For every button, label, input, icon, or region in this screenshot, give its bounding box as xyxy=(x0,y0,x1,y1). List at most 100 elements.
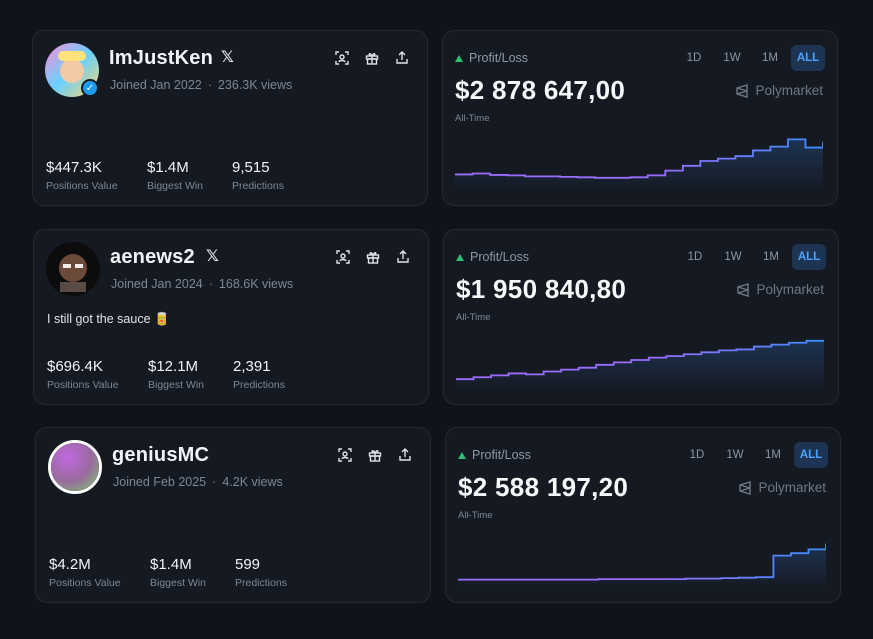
share-icon[interactable] xyxy=(393,49,411,67)
stat-value: $4.2M xyxy=(49,556,91,573)
stat-value: 2,391 xyxy=(233,358,271,375)
username: geniusMC xyxy=(112,444,210,466)
pnl-header: Profit/Loss xyxy=(458,448,531,462)
stat-value: $696.4K xyxy=(47,358,103,375)
range-1d[interactable]: 1D xyxy=(687,251,703,263)
chart-series-line xyxy=(456,339,824,381)
polymarket-logo-icon xyxy=(737,282,750,297)
pnl-value: $2 878 647,00 xyxy=(455,75,626,105)
share-icon[interactable] xyxy=(394,248,412,266)
range-selector: 1D 1W 1M ALL xyxy=(677,45,825,71)
profile-stats: $447.3K Positions Value $1.4M Biggest Win … xyxy=(46,159,302,192)
pnl-value: $2 588 197,20 xyxy=(458,472,629,502)
profile-card: aenews2 𝕏 Joined Jan 2024 · 168.6K views I… xyxy=(33,229,429,405)
joined-date: Joined Jan 2024 xyxy=(111,277,203,291)
pnl-chart xyxy=(458,543,826,588)
scan-icon[interactable] xyxy=(336,446,354,464)
stat-value: 9,515 xyxy=(232,159,270,176)
profile-card: ✓ ImJustKen 𝕏 Joined Jan 2022 · 236.3K vie… xyxy=(32,30,428,206)
range-1m[interactable]: 1M xyxy=(765,449,781,461)
profile-actions xyxy=(336,446,414,464)
profile-meta: Joined Jan 2022 · 236.3K views xyxy=(110,78,293,92)
brand-label: Polymarket xyxy=(755,83,823,98)
share-icon[interactable] xyxy=(396,446,414,464)
gift-icon[interactable] xyxy=(363,49,381,67)
chart-area-fill xyxy=(456,339,824,390)
gift-icon[interactable] xyxy=(364,248,382,266)
stat-positions-value: $4.2M Positions Value xyxy=(49,556,132,589)
range-selector: 1D 1W 1M ALL xyxy=(678,244,826,270)
stat-value: $12.1M xyxy=(148,358,199,375)
profile-card: geniusMC Joined Feb 2025 · 4.2K views $4.2… xyxy=(35,427,431,603)
polymarket-brand[interactable]: Polymarket xyxy=(738,480,826,495)
profile-stats: $4.2M Positions Value $1.4M Biggest Win 59… xyxy=(49,556,305,589)
pnl-label: Profit/Loss xyxy=(472,448,532,462)
range-all[interactable]: ALL xyxy=(792,244,826,270)
profile-actions xyxy=(333,49,411,67)
range-1d[interactable]: 1D xyxy=(686,52,702,64)
pnl-card: Profit/Loss 1D 1W 1M ALL $1 950 840,80 P… xyxy=(443,229,839,405)
chart-series-line xyxy=(455,138,823,179)
stat-value: $447.3K xyxy=(46,159,102,176)
stat-predictions: 599 Predictions xyxy=(235,556,287,589)
pnl-period: All-Time xyxy=(455,113,490,124)
stat-label: Biggest Win xyxy=(147,180,204,192)
pnl-value: $1 950 840,80 xyxy=(456,274,627,304)
view-count: 4.2K views xyxy=(222,475,283,489)
avatar[interactable] xyxy=(48,440,102,494)
stat-label: Positions Value xyxy=(46,180,118,192)
scan-icon[interactable] xyxy=(333,49,351,67)
profile-stats: $696.4K Positions Value $12.1M Biggest Win… xyxy=(47,358,303,391)
stat-label: Predictions xyxy=(235,577,287,589)
polymarket-brand[interactable]: Polymarket xyxy=(735,83,823,98)
chart-area-fill xyxy=(458,543,826,588)
gift-icon[interactable] xyxy=(366,446,384,464)
pnl-chart xyxy=(455,138,823,191)
pnl-header: Profit/Loss xyxy=(455,51,528,65)
chart-series-line xyxy=(458,543,826,581)
pnl-card: Profit/Loss 1D 1W 1M ALL $2 588 197,20 P… xyxy=(445,427,841,603)
chart-area-fill xyxy=(455,139,823,191)
profile-bio: I still got the sauce 🥫 xyxy=(47,312,170,326)
range-all[interactable]: ALL xyxy=(794,442,828,468)
stat-value: $1.4M xyxy=(147,159,189,176)
range-all[interactable]: ALL xyxy=(791,45,825,71)
trend-up-icon xyxy=(455,54,463,62)
avatar[interactable] xyxy=(46,242,100,296)
polymarket-logo-icon xyxy=(739,480,752,495)
range-1w[interactable]: 1W xyxy=(726,449,744,461)
joined-date: Joined Feb 2025 xyxy=(113,475,207,489)
x-logo-icon[interactable]: 𝕏 xyxy=(221,49,234,66)
x-logo-icon[interactable]: 𝕏 xyxy=(206,248,219,265)
username: ImJustKen xyxy=(109,47,214,69)
range-selector: 1D 1W 1M ALL xyxy=(680,442,828,468)
scan-icon[interactable] xyxy=(334,248,352,266)
username: aenews2 xyxy=(110,246,195,268)
pnl-label: Profit/Loss xyxy=(469,51,529,65)
stat-label: Positions Value xyxy=(47,379,119,391)
stat-positions-value: $447.3K Positions Value xyxy=(46,159,129,192)
trend-up-icon xyxy=(456,253,464,261)
pnl-period: All-Time xyxy=(456,312,491,323)
stat-value: $1.4M xyxy=(150,556,192,573)
pnl-label: Profit/Loss xyxy=(470,250,530,264)
stat-predictions: 2,391 Predictions xyxy=(233,358,285,391)
polymarket-brand[interactable]: Polymarket xyxy=(736,282,824,297)
stat-predictions: 9,515 Predictions xyxy=(232,159,284,192)
brand-label: Polymarket xyxy=(756,282,824,297)
view-count: 236.3K views xyxy=(217,78,293,92)
verified-badge-icon: ✓ xyxy=(81,79,99,97)
pnl-period: All-Time xyxy=(458,510,493,521)
avatar[interactable] xyxy=(45,43,99,97)
range-1m[interactable]: 1M xyxy=(762,52,778,64)
range-1w[interactable]: 1W xyxy=(723,52,741,64)
trend-up-icon xyxy=(458,451,466,459)
pnl-card: Profit/Loss 1D 1W 1M ALL $2 878 647,00 P… xyxy=(442,30,838,206)
range-1d[interactable]: 1D xyxy=(689,449,705,461)
range-1m[interactable]: 1M xyxy=(763,251,779,263)
stat-label: Predictions xyxy=(233,379,285,391)
range-1w[interactable]: 1W xyxy=(724,251,742,263)
stat-label: Predictions xyxy=(232,180,284,192)
profile-meta: Joined Jan 2024 · 168.6K views xyxy=(111,277,294,291)
brand-label: Polymarket xyxy=(758,480,826,495)
